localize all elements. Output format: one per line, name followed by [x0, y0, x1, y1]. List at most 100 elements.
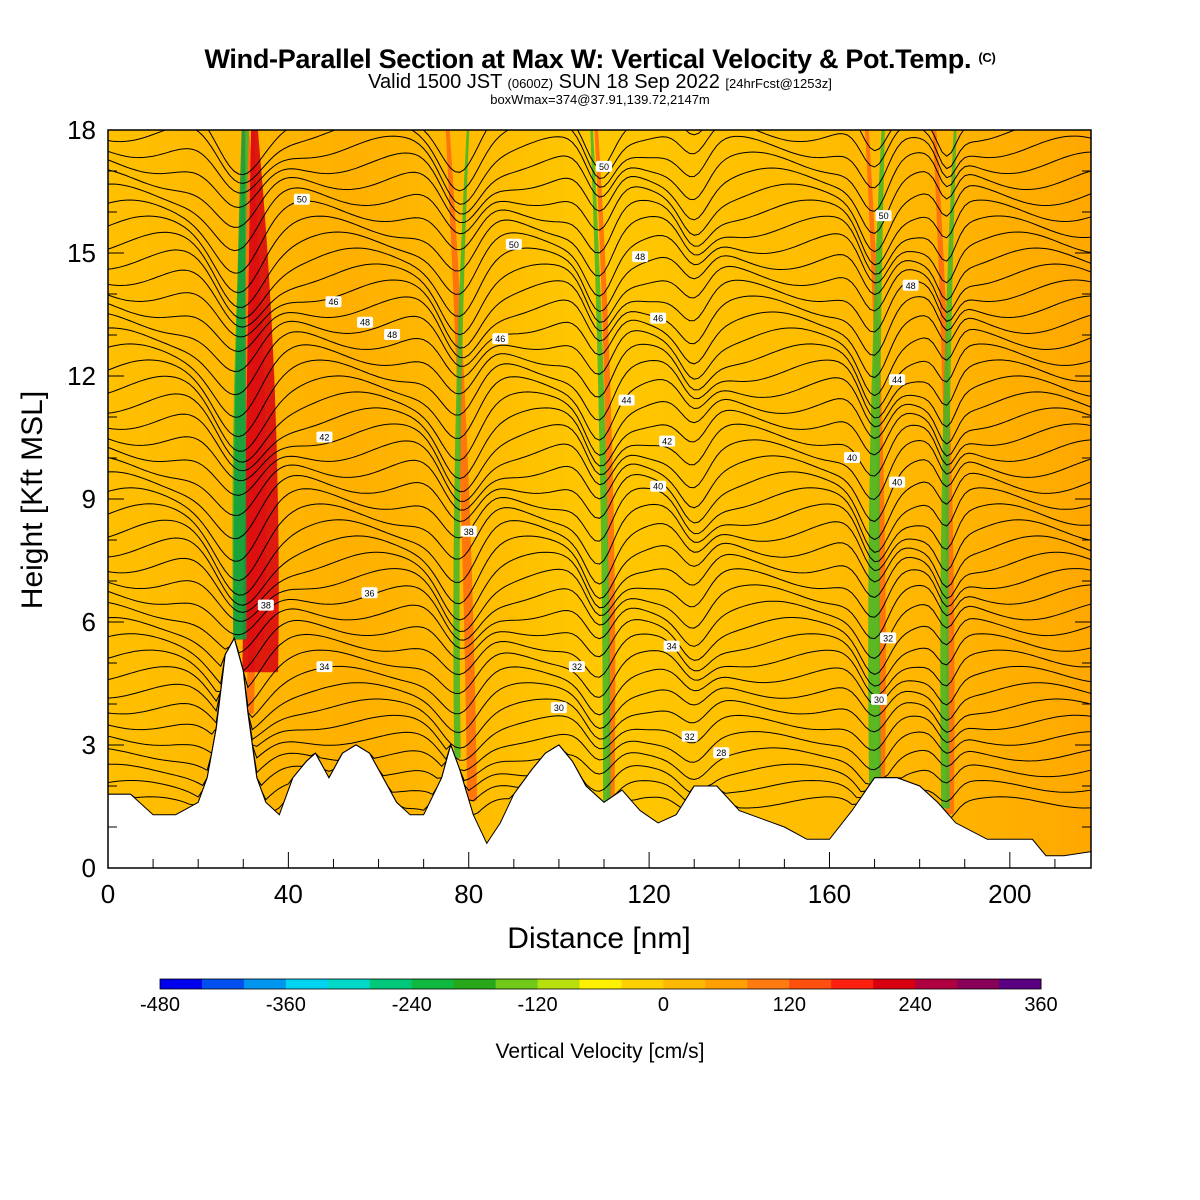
isentrope-line — [108, 487, 1091, 562]
isentrope-line — [108, 407, 1091, 480]
isentrope-label: 34 — [316, 661, 333, 673]
isentrope-line — [108, 637, 1091, 761]
colorbar-tick-label: -240 — [392, 994, 432, 1016]
svg-text:32: 32 — [685, 732, 695, 742]
colorbar-swatch — [369, 979, 413, 989]
isentrope-label: 50 — [505, 238, 522, 250]
downdraft-band — [453, 130, 470, 759]
isentrope-line — [108, 231, 1091, 309]
isentrope-line — [108, 535, 1091, 606]
isentrope-line — [108, 519, 1091, 596]
isentrope-line — [108, 423, 1091, 493]
chart-box-info: boxWmax=374@37.91,139.72,2147m — [490, 92, 710, 107]
svg-text:48: 48 — [360, 318, 370, 328]
isentrope-label: 42 — [316, 431, 333, 443]
svg-text:36: 36 — [365, 588, 375, 598]
isentrope-line — [108, 167, 1091, 234]
isentrope-label: 32 — [880, 632, 897, 644]
isentrope-line — [108, 343, 1091, 418]
isentrope-label: 30 — [550, 702, 567, 714]
isentrope-line — [108, 359, 1091, 438]
isentrope-label: 48 — [632, 251, 649, 263]
isentrope-line — [108, 295, 1091, 359]
isentrope-label: 32 — [681, 730, 698, 742]
colorbar-label: Vertical Velocity [cm/s] — [496, 1040, 705, 1063]
colorbar-swatch — [663, 979, 706, 989]
isentrope-line — [108, 637, 1091, 719]
colorbar-tick-label: 120 — [773, 994, 806, 1016]
colorbar-swatch — [999, 979, 1042, 989]
colorbar-tick-label: -480 — [140, 994, 180, 1016]
isentrope-line — [108, 375, 1091, 452]
colorbar-swatch — [201, 979, 245, 989]
y-tick-label: 6 — [82, 607, 96, 637]
isentrope-line — [108, 503, 1091, 582]
x-axis-label: Distance [nm] — [507, 922, 690, 955]
isentrope-line — [108, 439, 1091, 502]
colorbar-swatch — [747, 979, 790, 989]
chart-title: Wind-Parallel Section at Max W: Vertical… — [204, 44, 996, 74]
svg-text:42: 42 — [662, 437, 672, 447]
y-tick-label: 15 — [67, 238, 96, 268]
svg-text:44: 44 — [622, 396, 632, 406]
isentrope-line — [108, 135, 1091, 205]
svg-text:40: 40 — [653, 482, 663, 492]
y-tick-label: 3 — [82, 730, 96, 760]
svg-text:42: 42 — [319, 433, 329, 443]
isentrope-label: 36 — [361, 587, 378, 599]
isentrope-label: 38 — [257, 599, 274, 611]
colorbar-swatch — [621, 979, 664, 989]
isentrope-line — [108, 637, 1091, 793]
colorbar-tick-label: 240 — [898, 994, 931, 1016]
isentrope-line — [108, 637, 1091, 708]
x-tick-label: 120 — [627, 879, 670, 909]
isentrope-line — [108, 151, 1091, 215]
isentrope-line — [108, 391, 1091, 463]
isentrope-label: 48 — [902, 279, 919, 291]
svg-text:30: 30 — [874, 695, 884, 705]
svg-text:40: 40 — [847, 453, 857, 463]
x-tick-label: 80 — [454, 879, 483, 909]
svg-text:48: 48 — [387, 330, 397, 340]
isentrope-line — [108, 311, 1091, 379]
isentrope-label: 46 — [650, 312, 667, 324]
x-tick-label: 0 — [101, 879, 115, 909]
svg-text:46: 46 — [328, 297, 338, 307]
x-tick-label: 40 — [274, 879, 303, 909]
svg-text:50: 50 — [599, 162, 609, 172]
colorbar-swatch — [957, 979, 1000, 989]
isentrope-label: 34 — [663, 640, 680, 652]
colorbar-swatch — [160, 979, 203, 989]
updraft-core — [242, 130, 279, 673]
svg-text:50: 50 — [509, 240, 519, 250]
isentrope-line — [108, 183, 1091, 253]
isentrope-line — [108, 551, 1091, 621]
colorbar-swatch — [873, 979, 916, 989]
downdraft-band — [590, 130, 611, 804]
colorbar: -480 -360 -240 -120 0 120 240 360 — [140, 978, 1058, 1016]
isentrope-line — [108, 637, 1091, 749]
isentrope-line — [108, 327, 1091, 397]
isentrope-line — [108, 455, 1091, 523]
svg-text:30: 30 — [554, 703, 564, 713]
y-tick-label: 9 — [82, 484, 96, 514]
downdraft-band — [940, 130, 957, 809]
x-tick-label: 160 — [808, 879, 851, 909]
colorbar-swatch — [537, 979, 581, 989]
isentrope-line — [108, 616, 1091, 675]
svg-text:50: 50 — [879, 211, 889, 221]
colorbar-swatch — [327, 979, 371, 989]
isentrope-line — [108, 568, 1091, 633]
updraft-band — [445, 130, 477, 802]
svg-text:34: 34 — [667, 642, 677, 652]
isentrope-label: 48 — [384, 329, 401, 340]
isentrope-label: 50 — [875, 210, 892, 222]
y-tick-label: 0 — [82, 853, 96, 883]
downdraft-core — [233, 130, 247, 640]
isentrope-label: 46 — [325, 296, 342, 308]
svg-text:46: 46 — [495, 334, 505, 344]
isentrope-line — [108, 247, 1091, 319]
y-axis-label: Height [Kft MSL] — [16, 391, 49, 609]
svg-text:44: 44 — [892, 375, 902, 385]
